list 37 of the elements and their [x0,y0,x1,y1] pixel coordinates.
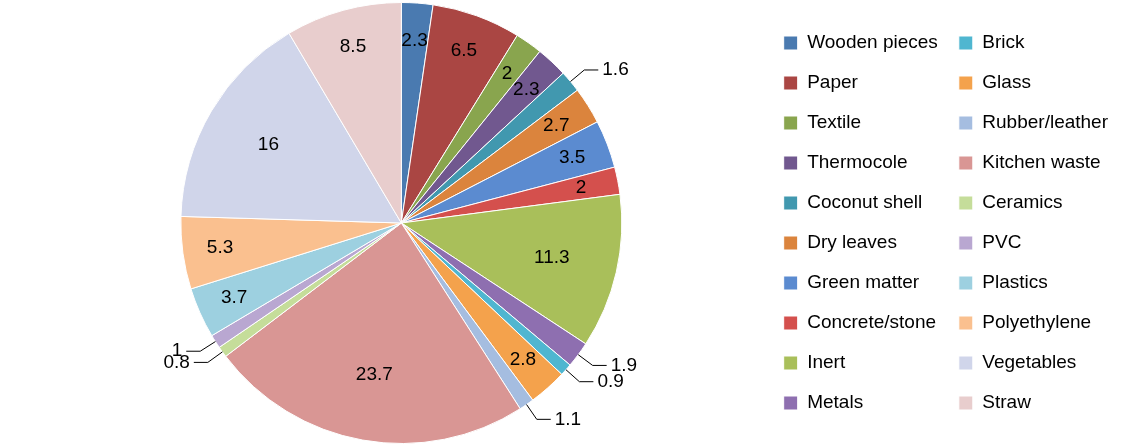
data-label: 2 [575,176,587,198]
data-label: 6.5 [450,39,478,61]
data-label: 23.7 [355,363,393,385]
legend-label: Dry leaves [807,231,897,253]
data-label: 3.5 [559,145,586,167]
data-label: 3.7 [221,285,248,307]
data-label: 2.3 [401,28,428,50]
legend-label: Vegetables [982,351,1077,373]
legend-label: Brick [982,31,1026,53]
legend-label: Wooden pieces [807,31,938,53]
data-label: 5.3 [206,236,234,258]
legend-label: Green matter [807,271,920,293]
legend-label: Glass [982,71,1031,93]
legend-label: Inert [807,351,846,373]
data-label: 1.6 [602,58,629,80]
legend-label: Ceramics [982,191,1063,213]
data-label: 1.9 [610,353,638,375]
legend-label: Concrete/stone [807,311,937,333]
data-label: 16 [257,132,279,154]
data-label: 2 [501,61,513,83]
legend-label: Textile [807,111,862,133]
legend-label: Straw [982,391,1032,413]
data-label: 1.1 [554,407,582,429]
data-label: 8.5 [339,34,367,56]
legend-label: Kitchen waste [982,151,1101,173]
legend-label: PVC [982,231,1022,253]
legend-label: Paper [807,71,859,93]
legend-label: Polyethylene [982,311,1092,333]
data-label: 2.8 [509,348,537,370]
data-label: 2.7 [543,113,570,135]
legend-label: Rubber/leather [982,111,1109,133]
legend-label: Thermocole [807,151,908,173]
data-label: 2.3 [513,77,540,99]
data-label: 11.3 [534,245,570,267]
legend-label: Coconut shell [807,191,923,213]
legend-label: Plastics [982,271,1048,293]
legend-label: Metals [807,391,864,413]
